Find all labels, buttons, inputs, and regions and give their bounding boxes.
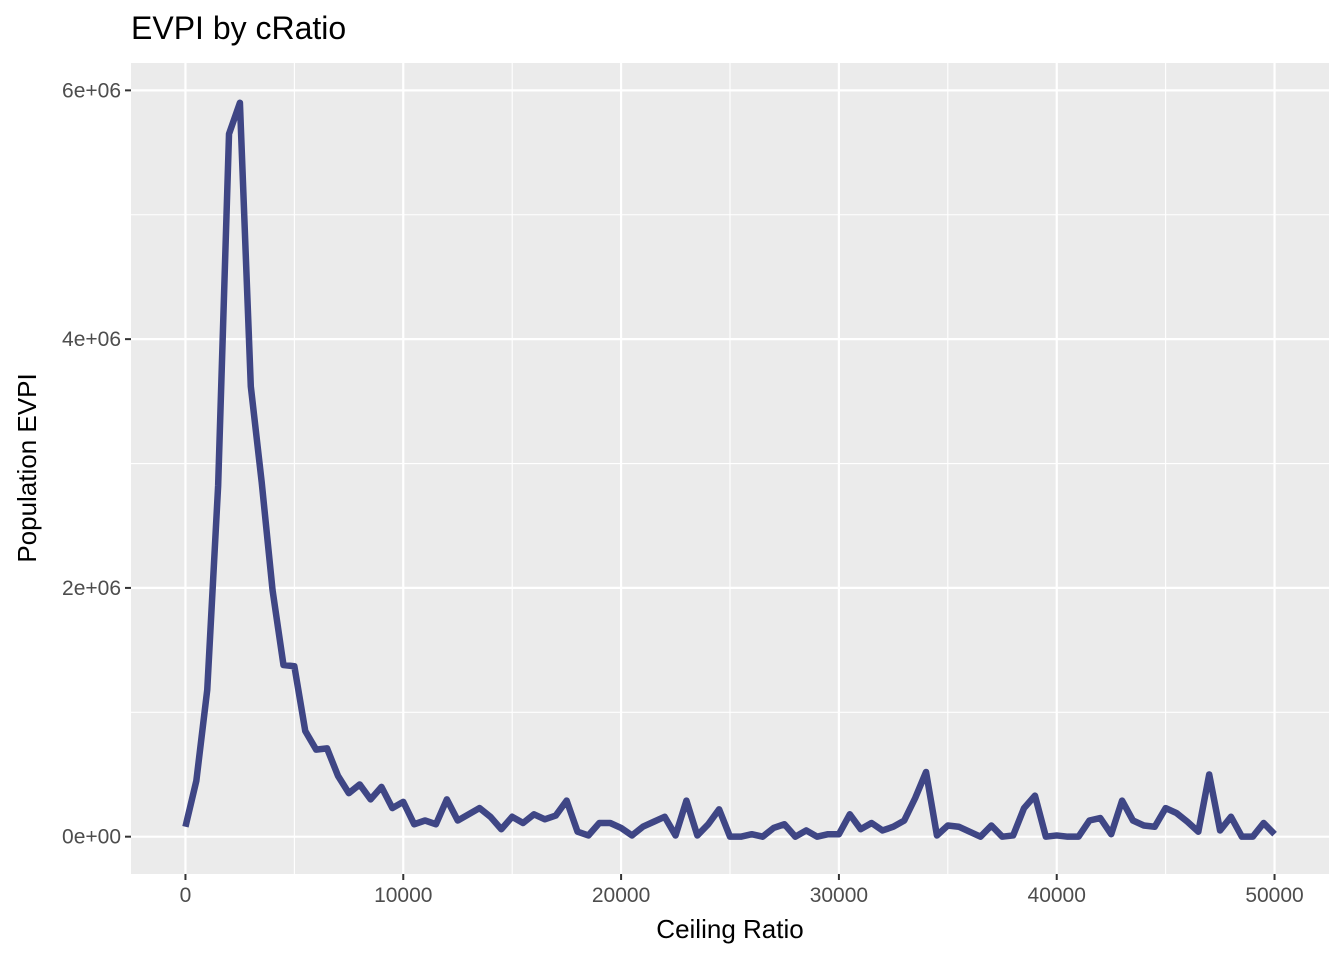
series-line xyxy=(182,99,1277,840)
y-tick-label: 0e+00 xyxy=(62,826,121,849)
x-tick-label: 10000 xyxy=(374,884,432,907)
y-tick-label: 4e+06 xyxy=(62,328,121,351)
y-tick-label: 6e+06 xyxy=(62,79,121,102)
minor-gridlines xyxy=(131,63,1329,874)
x-axis-title: Ceiling Ratio xyxy=(656,914,803,944)
x-tick-label: 0 xyxy=(180,884,192,907)
x-axis: 0 10000 20000 30000 40000 50000 xyxy=(180,874,1304,907)
x-tick-label: 30000 xyxy=(810,884,868,907)
series-layer xyxy=(182,99,1277,840)
chart-title: EVPI by cRatio xyxy=(131,10,346,46)
y-axis-title: Population EVPI xyxy=(12,373,42,562)
y-axis: 0e+00 2e+06 4e+06 6e+06 xyxy=(62,79,131,849)
x-tick-label: 20000 xyxy=(592,884,650,907)
y-tick-label: 2e+06 xyxy=(62,577,121,600)
x-tick-label: 40000 xyxy=(1028,884,1086,907)
x-tick-label: 50000 xyxy=(1245,884,1303,907)
